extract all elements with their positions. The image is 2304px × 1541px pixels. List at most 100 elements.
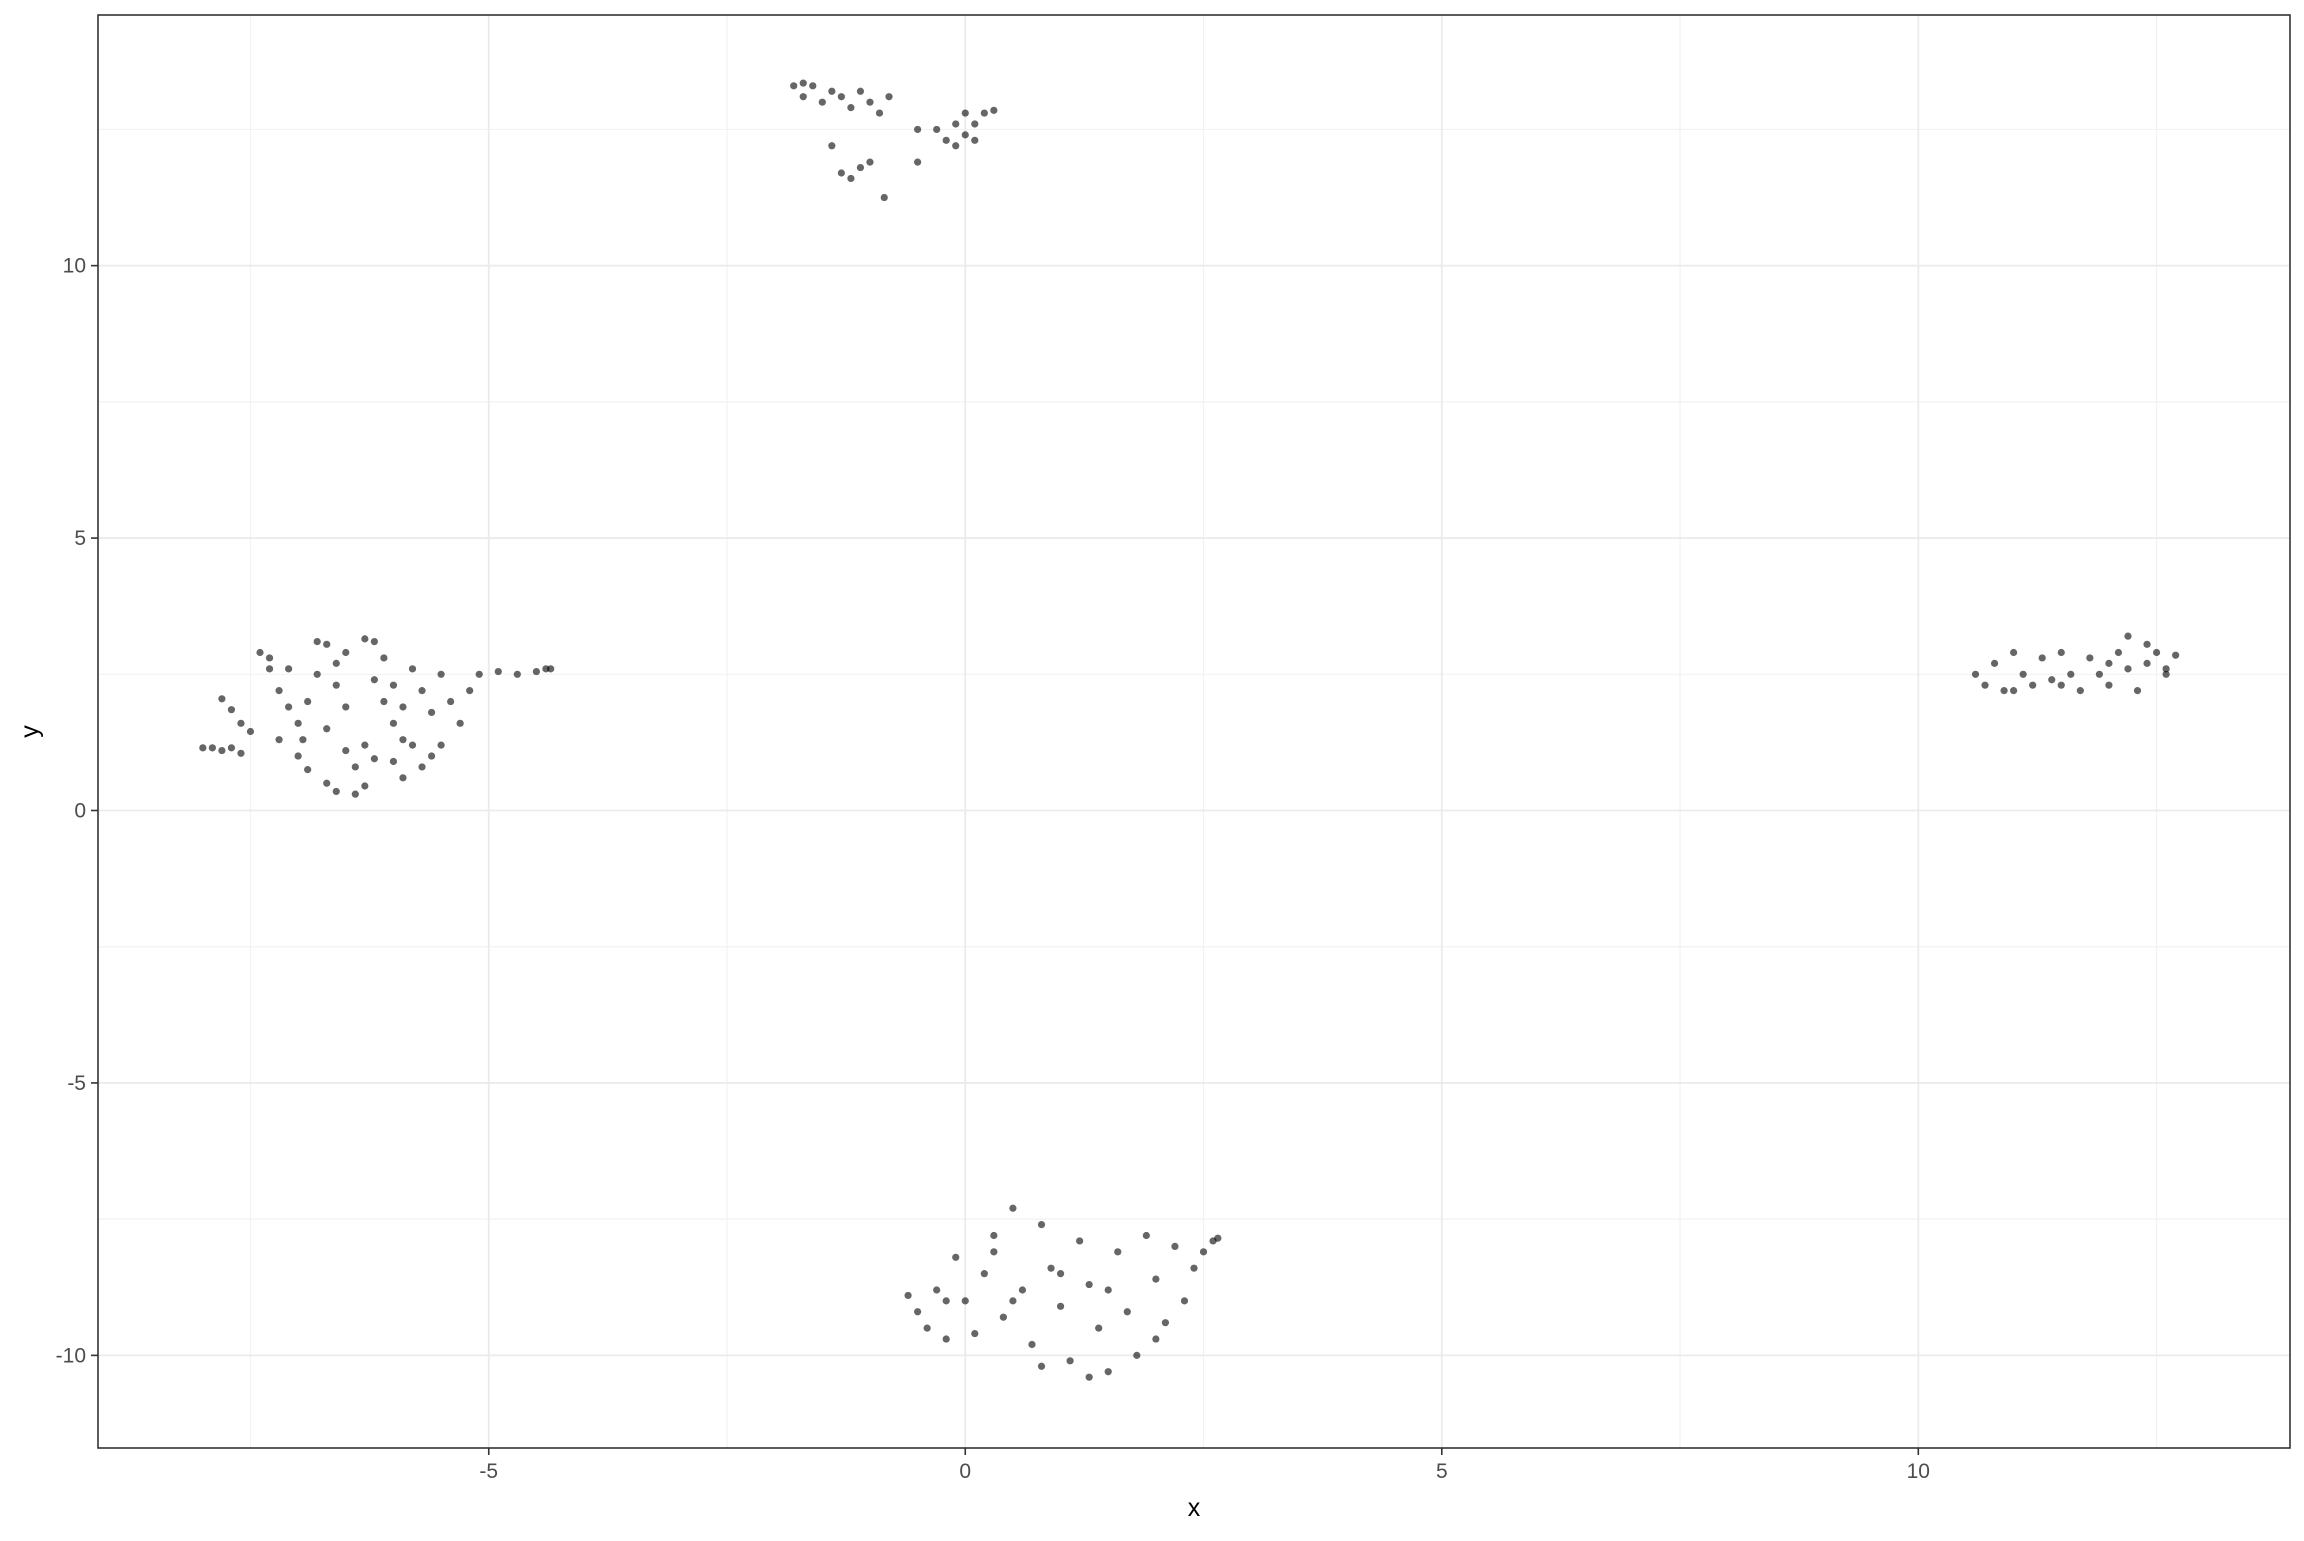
data-point — [2152, 648, 2161, 657]
data-point — [1018, 1286, 1027, 1294]
data-point — [971, 1329, 979, 1338]
data-point — [980, 109, 988, 117]
data-point — [809, 82, 817, 90]
data-point — [332, 787, 340, 796]
minor-gridlines — [98, 15, 2290, 1448]
data-point — [285, 665, 293, 673]
data-point — [332, 659, 340, 667]
data-point — [799, 93, 807, 101]
x-axis: -5 0 5 10 — [479, 1448, 1930, 1483]
data-point — [2019, 670, 2027, 678]
data-point — [1047, 1264, 1055, 1272]
data-point — [227, 744, 236, 752]
data-point — [547, 665, 555, 673]
data-point — [1056, 1302, 1065, 1310]
data-point — [237, 749, 245, 757]
data-point — [880, 193, 888, 202]
data-point — [1104, 1286, 1112, 1294]
data-point — [2010, 648, 2018, 657]
data-point — [351, 790, 359, 798]
data-point — [790, 82, 798, 90]
data-point — [408, 665, 417, 673]
data-point — [1142, 1231, 1150, 1240]
data-point — [2172, 651, 2180, 659]
data-point — [218, 695, 226, 703]
y-axis-title: y — [16, 725, 44, 738]
data-point — [323, 779, 331, 787]
data-point — [914, 125, 922, 134]
data-point — [2057, 648, 2065, 657]
data-point — [265, 665, 274, 673]
data-point — [923, 1324, 931, 1332]
data-point — [933, 1286, 941, 1294]
x-axis-title: x — [1188, 1494, 1201, 1522]
data-point — [999, 1313, 1007, 1321]
data-point — [971, 120, 979, 128]
data-point — [818, 98, 826, 106]
data-point — [1076, 1237, 1084, 1245]
data-point — [380, 654, 388, 662]
data-point — [1085, 1280, 1093, 1289]
data-point — [2000, 687, 2008, 695]
data-point — [2133, 687, 2142, 695]
data-point — [2086, 654, 2094, 662]
data-point — [389, 757, 398, 766]
data-point — [1066, 1357, 1074, 1365]
data-point — [980, 1270, 988, 1278]
data-point — [370, 676, 378, 684]
data-point — [1180, 1297, 1189, 1305]
data-point — [2162, 665, 2170, 673]
data-point — [361, 635, 369, 643]
data-point — [1161, 1319, 1170, 1327]
data-point — [2124, 665, 2132, 673]
data-point — [961, 109, 969, 117]
data-point — [199, 744, 207, 752]
data-point — [1009, 1297, 1017, 1305]
data-point — [2048, 676, 2056, 684]
data-point — [961, 1297, 969, 1305]
data-point — [256, 648, 264, 657]
major-gridlines — [98, 15, 2290, 1448]
data-point — [342, 648, 350, 657]
data-point — [418, 763, 426, 771]
data-point — [990, 1231, 998, 1240]
data-point — [494, 667, 502, 676]
data-point — [885, 93, 893, 101]
data-point — [1114, 1248, 1122, 1256]
data-point — [1171, 1242, 1179, 1250]
data-point — [304, 697, 312, 706]
data-point — [389, 719, 398, 727]
data-point — [227, 706, 236, 714]
data-point — [2162, 670, 2170, 678]
data-point — [208, 744, 216, 752]
data-point — [2124, 632, 2132, 640]
data-point — [961, 131, 969, 139]
data-point — [351, 763, 359, 771]
data-point — [2057, 681, 2065, 689]
data-point — [370, 637, 378, 646]
data-point — [942, 1297, 950, 1305]
data-point — [952, 142, 960, 150]
data-point — [532, 667, 541, 676]
data-point — [942, 1335, 950, 1343]
x-tick-label: -5 — [479, 1460, 498, 1483]
data-point — [447, 697, 455, 706]
data-point — [2038, 654, 2046, 662]
data-point — [971, 136, 979, 144]
data-point — [389, 681, 398, 689]
data-point — [914, 158, 922, 166]
data-point — [2067, 670, 2075, 678]
data-point — [361, 782, 369, 790]
data-point — [837, 93, 845, 101]
data-point — [313, 670, 321, 678]
x-tick-label: 5 — [1436, 1460, 1448, 1483]
data-point — [799, 79, 807, 87]
data-point — [294, 719, 302, 727]
data-point — [332, 681, 340, 689]
data-point — [1133, 1351, 1141, 1359]
data-point — [914, 1308, 922, 1316]
data-point — [1152, 1275, 1160, 1283]
data-point — [342, 746, 350, 755]
data-point — [942, 136, 950, 144]
